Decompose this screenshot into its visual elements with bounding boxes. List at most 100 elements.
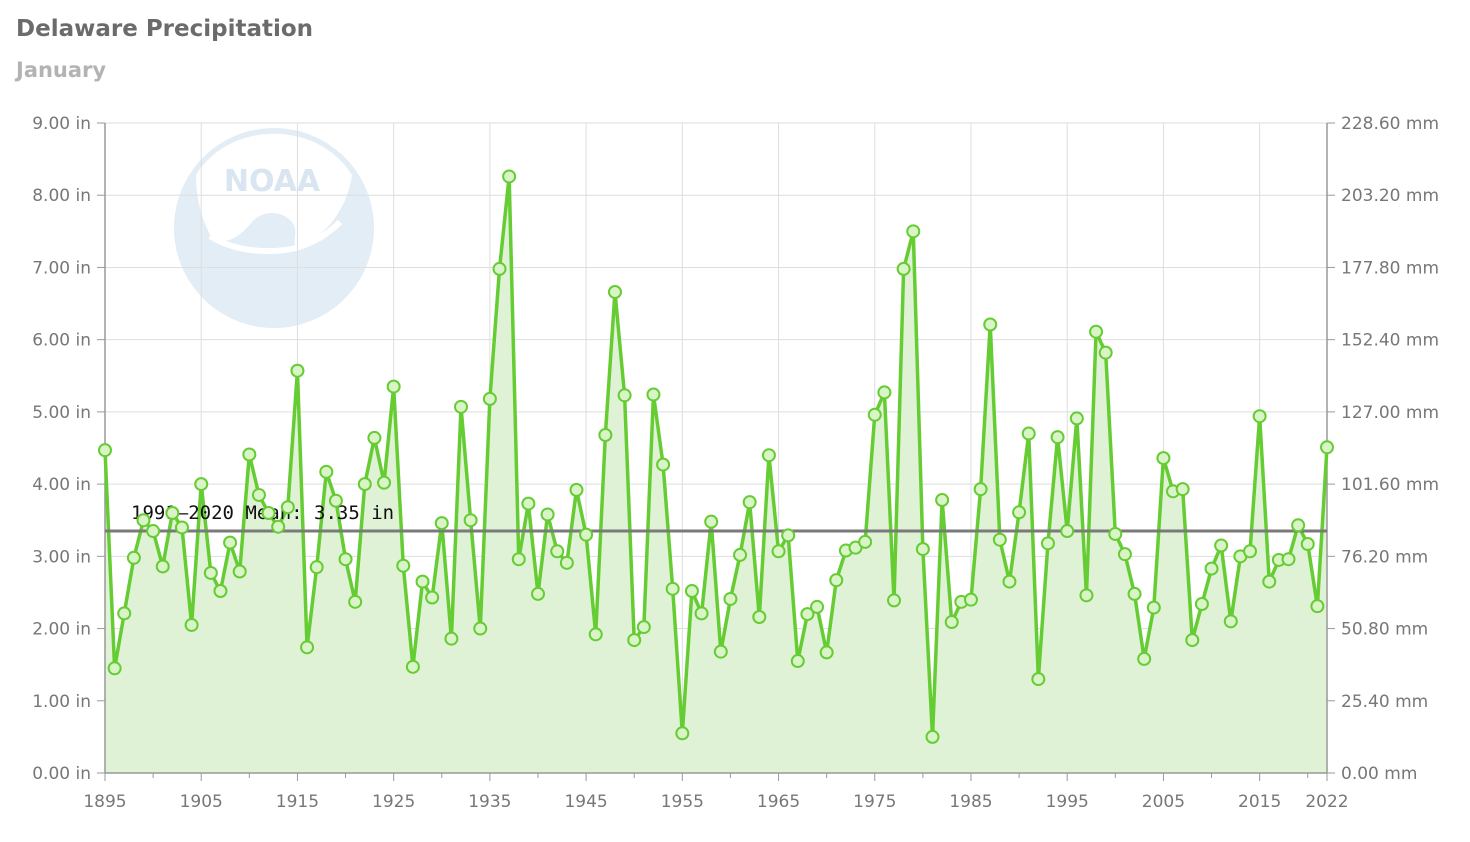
data-point[interactable]: [357, 477, 372, 492]
data-point[interactable]: [415, 574, 430, 589]
data-point[interactable]: [1281, 552, 1296, 567]
data-point[interactable]: [906, 224, 921, 239]
data-point[interactable]: [915, 542, 930, 557]
data-point[interactable]: [521, 496, 536, 511]
data-point[interactable]: [1012, 505, 1027, 520]
data-point[interactable]: [771, 544, 786, 559]
data-point[interactable]: [1040, 536, 1055, 551]
data-point[interactable]: [550, 544, 565, 559]
data-point[interactable]: [858, 534, 873, 549]
data-point[interactable]: [309, 560, 324, 575]
data-point[interactable]: [675, 726, 690, 741]
data-point[interactable]: [107, 661, 122, 676]
data-point[interactable]: [174, 520, 189, 535]
data-point[interactable]: [396, 558, 411, 573]
data-point[interactable]: [1194, 597, 1209, 611]
data-point[interactable]: [704, 514, 719, 529]
data-point[interactable]: [1320, 440, 1334, 455]
data-point[interactable]: [261, 506, 276, 520]
data-point[interactable]: [963, 592, 978, 607]
data-point[interactable]: [444, 631, 459, 646]
data-point[interactable]: [232, 564, 247, 579]
data-point[interactable]: [790, 654, 805, 669]
data-point[interactable]: [1310, 599, 1325, 614]
data-point[interactable]: [1021, 426, 1036, 441]
data-point[interactable]: [607, 285, 622, 299]
data-point[interactable]: [781, 528, 796, 543]
data-point[interactable]: [752, 610, 767, 624]
data-point[interactable]: [896, 261, 911, 276]
data-point[interactable]: [300, 640, 315, 655]
data-point[interactable]: [559, 555, 574, 570]
data-point[interactable]: [713, 644, 728, 659]
data-point[interactable]: [348, 594, 363, 609]
data-point[interactable]: [377, 475, 392, 490]
data-point[interactable]: [203, 565, 218, 580]
data-point[interactable]: [742, 495, 757, 510]
data-point[interactable]: [1291, 518, 1306, 533]
data-point[interactable]: [925, 729, 940, 744]
data-point[interactable]: [800, 607, 815, 622]
data-point[interactable]: [665, 581, 680, 596]
data-point[interactable]: [425, 590, 440, 605]
data-point[interactable]: [1146, 600, 1161, 615]
data-point[interactable]: [569, 482, 584, 497]
data-point[interactable]: [146, 524, 161, 539]
data-point[interactable]: [579, 527, 594, 542]
data-point[interactable]: [271, 519, 286, 534]
data-point[interactable]: [242, 447, 257, 462]
data-point[interactable]: [1156, 451, 1171, 466]
data-point[interactable]: [155, 559, 170, 574]
data-point[interactable]: [511, 552, 526, 567]
data-point[interactable]: [1060, 524, 1075, 539]
data-point[interactable]: [454, 399, 469, 414]
data-point[interactable]: [1214, 538, 1229, 553]
data-point[interactable]: [117, 606, 132, 621]
data-point[interactable]: [636, 620, 651, 635]
data-point[interactable]: [136, 513, 151, 528]
data-point[interactable]: [973, 482, 988, 497]
data-point[interactable]: [887, 593, 902, 608]
data-point[interactable]: [1204, 561, 1219, 576]
data-point[interactable]: [165, 506, 180, 520]
data-point[interactable]: [492, 261, 507, 276]
data-point[interactable]: [290, 363, 305, 378]
data-point[interactable]: [1108, 526, 1123, 541]
data-point[interactable]: [280, 500, 295, 515]
data-point[interactable]: [405, 659, 420, 674]
data-point[interactable]: [983, 317, 998, 332]
data-point[interactable]: [733, 547, 748, 562]
data-point[interactable]: [126, 550, 141, 565]
data-point[interactable]: [819, 645, 834, 660]
data-point[interactable]: [684, 584, 699, 598]
data-point[interactable]: [386, 379, 401, 394]
data-point[interactable]: [810, 599, 825, 614]
data-point[interactable]: [463, 513, 478, 528]
data-point[interactable]: [1137, 651, 1152, 666]
data-point[interactable]: [992, 532, 1007, 547]
data-point[interactable]: [1243, 544, 1258, 559]
data-point[interactable]: [1069, 411, 1084, 426]
data-point[interactable]: [319, 464, 334, 479]
data-point[interactable]: [251, 487, 266, 502]
data-point[interactable]: [1079, 588, 1094, 603]
data-point[interactable]: [829, 573, 844, 588]
data-point[interactable]: [617, 388, 632, 403]
data-point[interactable]: [761, 448, 776, 463]
data-point[interactable]: [1252, 409, 1267, 424]
data-point[interactable]: [194, 477, 209, 492]
data-point[interactable]: [367, 430, 382, 445]
data-point[interactable]: [184, 617, 199, 632]
data-point[interactable]: [1031, 672, 1046, 687]
data-point[interactable]: [1127, 586, 1142, 601]
data-point[interactable]: [223, 535, 238, 550]
data-point[interactable]: [98, 443, 112, 458]
data-point[interactable]: [877, 385, 892, 400]
data-point[interactable]: [1098, 345, 1113, 360]
data-point[interactable]: [1175, 482, 1190, 497]
data-point[interactable]: [1300, 537, 1315, 552]
data-point[interactable]: [1262, 574, 1277, 589]
data-point[interactable]: [1223, 614, 1238, 629]
data-point[interactable]: [598, 428, 613, 442]
data-point[interactable]: [723, 591, 738, 606]
